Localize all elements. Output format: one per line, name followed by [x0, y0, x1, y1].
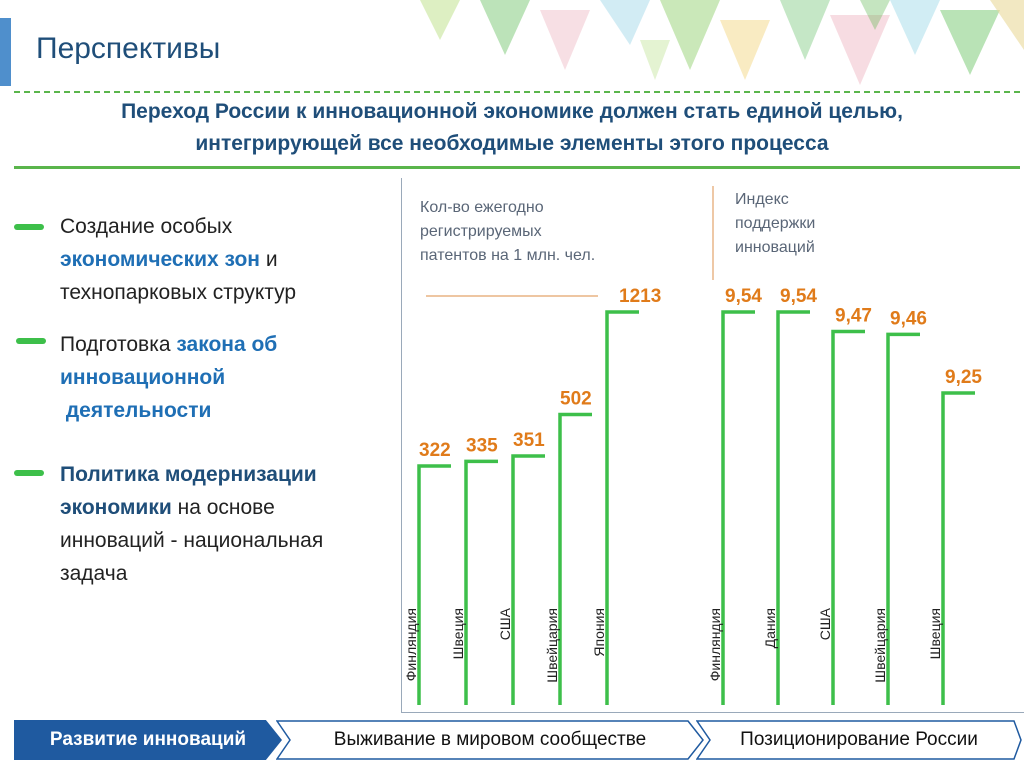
bullet-text-run: задача	[60, 562, 128, 585]
bar-value-label: 9,47	[835, 306, 872, 327]
bullet-text-run: Политика модернизации	[60, 463, 317, 486]
bullet-text-run: Создание особых	[60, 215, 233, 238]
bullet-text-run: инноваций - национальная	[60, 529, 324, 552]
bullet-line: технопарковых структур	[60, 276, 400, 309]
bar-mark	[941, 391, 975, 705]
bullet-line: задача	[60, 557, 400, 590]
bullet-line: инноваций - национальная	[60, 524, 400, 557]
bar-value-label: 1213	[619, 286, 661, 307]
bar-value-label: 351	[513, 430, 545, 451]
bar-value-label: 9,46	[890, 308, 927, 329]
bullet-line: Политика модернизации	[60, 458, 400, 491]
bullet-text-run: инновационной	[60, 366, 226, 389]
bullet-dash-icon	[14, 470, 44, 476]
bullet-dash-icon	[14, 224, 44, 230]
bullet-line: экономических зон и	[60, 243, 400, 276]
page-subtitle: Переход России к инновационной экономике…	[20, 96, 1004, 160]
bullet-line: Создание особых	[60, 210, 400, 243]
category-label: Швейцария	[544, 608, 560, 683]
bar-mark	[886, 332, 920, 705]
bar-value-label: 502	[560, 388, 592, 409]
bar-value-label: 335	[466, 435, 498, 456]
bullet-text-run: деятельности	[60, 399, 212, 422]
bullet-text-run: экономических зон	[60, 248, 260, 271]
bullet-text-run: технопарковых структур	[60, 281, 297, 304]
bullet-line: инновационной	[60, 361, 400, 394]
category-label: Швеция	[927, 608, 943, 659]
chart-horizontal-axis	[401, 712, 1024, 713]
bullet-dash-icon	[16, 338, 46, 344]
bullet-text-run: экономики	[60, 496, 172, 519]
category-label: Дания	[762, 608, 778, 648]
decorative-triangles	[420, 0, 1024, 85]
bar-mark	[605, 310, 639, 705]
bar-value-label: 322	[419, 440, 451, 461]
bar-mark	[558, 412, 592, 705]
bullet-text-run: и	[259, 248, 278, 271]
chart-caption-line: патентов на 1 млн. чел.	[420, 247, 595, 264]
title-accent-bar	[0, 18, 11, 86]
chart-caption-line: инноваций	[735, 239, 815, 256]
bar-value-label: 9,54	[725, 286, 762, 307]
header-solid-divider	[14, 166, 1020, 169]
subtitle-line-2: интегрирующей все необходимые элементы э…	[195, 132, 829, 155]
chart-vertical-axis	[401, 178, 402, 713]
category-label: Финляндия	[403, 608, 419, 681]
category-label: Япония	[591, 608, 607, 657]
bar-mark	[776, 310, 810, 705]
chart-2: Индекс поддержки инноваций 9,54 Финляндия 9,5…	[707, 186, 982, 705]
bar-value-label: 9,54	[780, 286, 817, 307]
bullet-text-run: закона об	[176, 333, 278, 356]
category-label: Швеция	[450, 608, 466, 659]
chart-caption-line: регистрируемых	[420, 223, 542, 240]
page-title: Перспективы	[36, 32, 221, 65]
bar-mark	[831, 329, 865, 705]
bar-mark	[464, 459, 498, 705]
chart-caption-line: Кол-во ежегодно	[420, 199, 544, 216]
bar-mark	[721, 310, 755, 705]
tab-label: Позиционирование России	[740, 729, 978, 750]
bullet-economic-zones: Создание особых экономических зон и техноп…	[14, 210, 400, 309]
tab-innovation-development[interactable]: Развитие инноваций	[14, 720, 282, 760]
bar-value-label: 9,25	[945, 367, 982, 388]
tab-chevron-outline	[276, 720, 704, 760]
subtitle-line-1: Переход России к инновационной экономике…	[121, 100, 903, 123]
bullet-line: деятельности	[60, 394, 400, 427]
bullet-text-run: Подготовка	[60, 333, 177, 356]
category-label: Финляндия	[707, 608, 723, 681]
category-label: США	[497, 607, 513, 640]
chart-caption-line: поддержки	[735, 215, 815, 232]
bullet-modernization-policy: Политика модернизации экономики на основе…	[14, 458, 400, 590]
category-label: Швейцария	[872, 608, 888, 683]
tab-label: Выживание в мировом сообществе	[333, 729, 647, 750]
bullet-text-run: на основе	[171, 496, 275, 519]
bullet-line: экономики на основе	[60, 491, 400, 524]
header-dashed-divider	[14, 91, 1020, 93]
category-label: США	[817, 607, 833, 640]
bullet-line: Подготовка закона об	[60, 328, 400, 361]
chart-1: Кол-во ежегодно регистрируемых патентов на…	[403, 199, 661, 705]
bullet-innovation-law: Подготовка закона об инновационной деятел…	[16, 328, 400, 427]
chart-caption-line: Индекс	[735, 191, 789, 208]
tab-chevron-outline	[696, 720, 1022, 760]
tab-survival-world-community[interactable]: Выживание в мировом сообществе	[276, 720, 704, 760]
bar-mark	[417, 464, 451, 705]
tab-russia-positioning[interactable]: Позиционирование России	[696, 720, 1022, 760]
bar-mark	[511, 454, 545, 705]
